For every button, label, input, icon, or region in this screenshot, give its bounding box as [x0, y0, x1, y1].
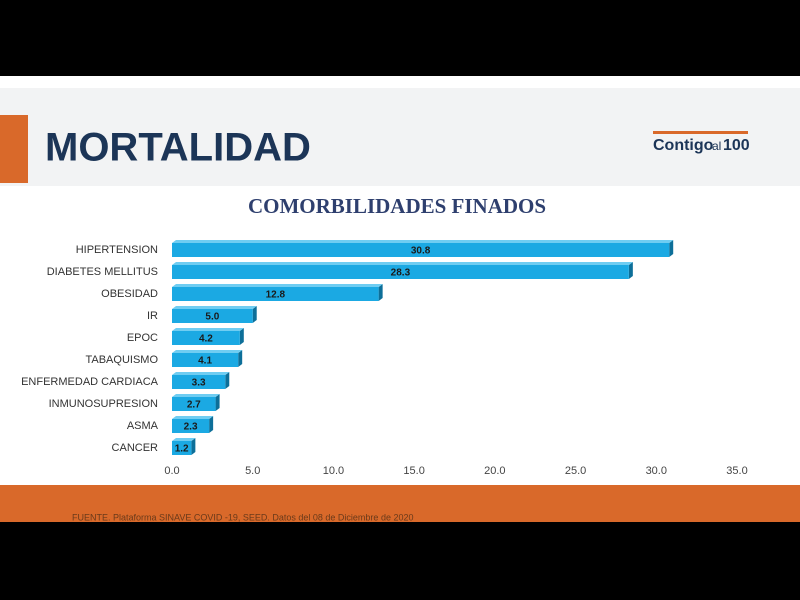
x-tick-label: 5.0	[245, 465, 260, 477]
value-label: 1.2	[175, 444, 189, 455]
bar-depth	[225, 372, 230, 389]
y-tick-label: DIABETES MELLITUS	[47, 266, 158, 278]
value-label: 4.1	[198, 356, 212, 367]
bar	[172, 397, 216, 411]
header-accent	[0, 115, 28, 183]
bar-depth	[252, 306, 257, 323]
logo-text: al	[712, 139, 721, 153]
x-tick-label: 30.0	[646, 465, 667, 477]
bar-top	[172, 306, 257, 309]
value-label: 2.3	[184, 422, 198, 433]
x-tick-label: 10.0	[323, 465, 344, 477]
value-label: 2.7	[187, 400, 201, 411]
y-tick-label: HIPERTENSION	[76, 244, 158, 256]
bar	[172, 331, 240, 345]
bar-top	[172, 350, 243, 353]
bar-top	[172, 240, 674, 243]
y-tick-label: IR	[147, 310, 158, 322]
source-note: FUENTE. Plataforma SINAVE COVID -19, SEE…	[72, 512, 413, 522]
x-tick-label: 0.0	[164, 465, 179, 477]
bar	[172, 243, 670, 257]
y-tick-label: OBESIDAD	[101, 288, 158, 300]
bar	[172, 375, 226, 389]
value-label: 30.8	[411, 246, 431, 257]
x-tick-label: 25.0	[565, 465, 586, 477]
bar	[172, 419, 210, 433]
bar-depth	[215, 394, 220, 411]
x-tick-label: 35.0	[726, 465, 747, 477]
value-label: 28.3	[391, 268, 411, 279]
bar-top	[172, 328, 244, 331]
y-tick-label: TABAQUISMO	[85, 354, 158, 366]
footer-band	[0, 485, 800, 522]
bar-top	[172, 372, 230, 375]
bar	[172, 287, 379, 301]
header-band	[0, 88, 800, 186]
bar-top	[172, 438, 196, 441]
y-tick-label: EPOC	[127, 332, 158, 344]
y-tick-label: ASMA	[127, 420, 159, 432]
value-label: 3.3	[192, 378, 206, 389]
logo-text: 100	[723, 137, 750, 154]
bar-top	[172, 284, 383, 287]
bar-depth	[378, 284, 383, 301]
bar	[172, 353, 239, 367]
bar-depth	[669, 240, 674, 257]
bar-top	[172, 416, 214, 419]
logo-text: Contigo	[653, 137, 714, 154]
x-tick-label: 20.0	[484, 465, 505, 477]
value-label: 12.8	[266, 290, 286, 301]
logo-stripe	[653, 131, 748, 134]
bar-depth	[238, 350, 243, 367]
bar	[172, 309, 253, 323]
bar	[172, 441, 192, 455]
x-tick-label: 15.0	[403, 465, 424, 477]
slide-title: MORTALIDAD	[45, 126, 311, 170]
bar-top	[172, 262, 633, 265]
y-tick-label: CANCER	[112, 442, 159, 454]
bar-top	[172, 394, 220, 397]
bar-depth	[191, 438, 196, 455]
bottom-bar	[0, 522, 800, 600]
bar-depth	[209, 416, 214, 433]
y-tick-label: INMUNOSUPRESION	[49, 398, 158, 410]
chart-title: COMORBILIDADES FINADOS	[248, 194, 546, 218]
y-tick-label: ENFERMEDAD CARDIACA	[21, 376, 159, 388]
value-label: 5.0	[205, 312, 219, 323]
bar-depth	[239, 328, 244, 345]
bar-depth	[628, 262, 633, 279]
bar	[172, 265, 629, 279]
value-label: 4.2	[199, 334, 213, 345]
